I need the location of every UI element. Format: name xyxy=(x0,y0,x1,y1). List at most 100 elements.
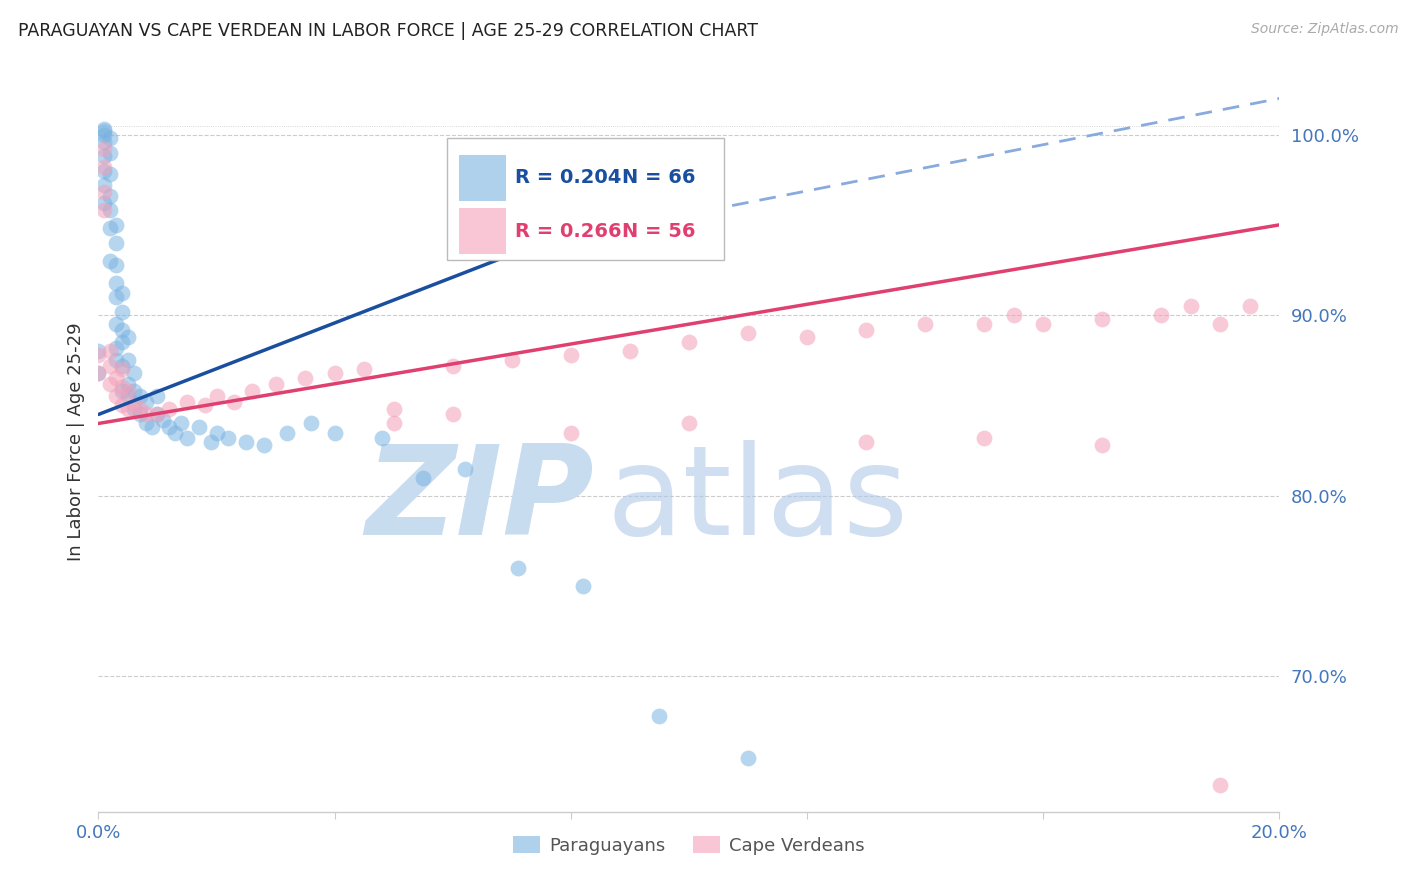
Point xyxy=(98,167,121,181)
Point xyxy=(87,344,110,359)
Point xyxy=(737,326,759,341)
Point xyxy=(412,470,434,484)
Point xyxy=(105,290,128,304)
Point xyxy=(299,417,322,431)
Point xyxy=(217,431,239,445)
Point xyxy=(93,160,115,174)
Point xyxy=(111,359,134,373)
Point xyxy=(135,417,157,431)
Point xyxy=(276,425,298,440)
Point xyxy=(1032,317,1054,331)
Point xyxy=(122,366,145,380)
Point xyxy=(122,384,145,398)
Point xyxy=(453,461,475,475)
Point xyxy=(146,408,169,422)
Point xyxy=(135,394,157,409)
Text: ZIP: ZIP xyxy=(366,441,595,561)
Point xyxy=(253,438,276,452)
Point xyxy=(146,408,169,422)
Point xyxy=(111,384,134,398)
Point xyxy=(93,122,115,136)
Point xyxy=(382,402,405,417)
Point xyxy=(105,258,128,272)
Legend: Paraguayans, Cape Verdeans: Paraguayans, Cape Verdeans xyxy=(506,830,872,862)
Point xyxy=(1209,317,1232,331)
Point xyxy=(98,359,121,373)
Point xyxy=(205,425,228,440)
Point xyxy=(294,371,316,385)
Point xyxy=(98,189,121,203)
Point xyxy=(914,317,936,331)
Point xyxy=(93,128,115,142)
Point xyxy=(105,235,128,250)
Point xyxy=(855,322,877,336)
Point xyxy=(323,366,346,380)
Point xyxy=(98,131,121,145)
Point xyxy=(170,417,193,431)
Text: PARAGUAYAN VS CAPE VERDEAN IN LABOR FORCE | AGE 25-29 CORRELATION CHART: PARAGUAYAN VS CAPE VERDEAN IN LABOR FORC… xyxy=(18,22,758,40)
Point xyxy=(187,420,209,434)
Point xyxy=(105,276,128,290)
Point xyxy=(571,579,593,593)
Point xyxy=(157,402,180,417)
Point xyxy=(122,402,145,417)
Point xyxy=(441,408,464,422)
Point xyxy=(93,135,115,149)
Point xyxy=(111,380,134,394)
Point xyxy=(146,389,169,403)
Point xyxy=(122,399,145,413)
Point xyxy=(323,425,346,440)
Point xyxy=(105,218,128,232)
Point xyxy=(87,366,110,380)
Point xyxy=(176,431,198,445)
Point xyxy=(117,330,139,344)
Point xyxy=(165,425,187,440)
Point xyxy=(105,317,128,331)
Text: atlas: atlas xyxy=(606,441,908,561)
Point xyxy=(117,389,139,403)
Point xyxy=(93,196,115,211)
Point xyxy=(128,389,150,403)
Point xyxy=(973,317,995,331)
Y-axis label: In Labor Force | Age 25-29: In Labor Force | Age 25-29 xyxy=(66,322,84,561)
Point xyxy=(93,203,115,218)
Point xyxy=(619,344,641,359)
Text: R = 0.204: R = 0.204 xyxy=(516,169,621,187)
Point xyxy=(98,221,121,235)
Point xyxy=(264,376,287,391)
Point xyxy=(117,353,139,368)
Point xyxy=(678,335,700,350)
Point xyxy=(224,394,246,409)
Point xyxy=(111,304,134,318)
Text: Source: ZipAtlas.com: Source: ZipAtlas.com xyxy=(1251,22,1399,37)
Point xyxy=(1091,438,1114,452)
Point xyxy=(194,399,217,413)
Point xyxy=(98,145,121,160)
Point xyxy=(98,376,121,391)
Point xyxy=(111,286,134,301)
Point xyxy=(111,322,134,336)
Point xyxy=(93,186,115,200)
Point xyxy=(111,362,134,376)
Point xyxy=(973,431,995,445)
Point xyxy=(117,376,139,391)
Point xyxy=(560,425,582,440)
Text: N = 66: N = 66 xyxy=(621,169,695,187)
Point xyxy=(441,359,464,373)
Point xyxy=(87,348,110,362)
Point xyxy=(353,362,375,376)
Point xyxy=(98,203,121,218)
Point xyxy=(1002,308,1025,322)
Point xyxy=(1239,299,1261,313)
Point xyxy=(135,408,157,422)
Point xyxy=(152,413,174,427)
Point xyxy=(382,417,405,431)
Point xyxy=(111,335,134,350)
Point xyxy=(501,353,523,368)
Point xyxy=(105,341,128,355)
Point xyxy=(93,178,115,193)
Text: N = 56: N = 56 xyxy=(621,222,695,241)
Point xyxy=(648,709,671,723)
FancyBboxPatch shape xyxy=(458,209,506,254)
Point xyxy=(796,330,818,344)
